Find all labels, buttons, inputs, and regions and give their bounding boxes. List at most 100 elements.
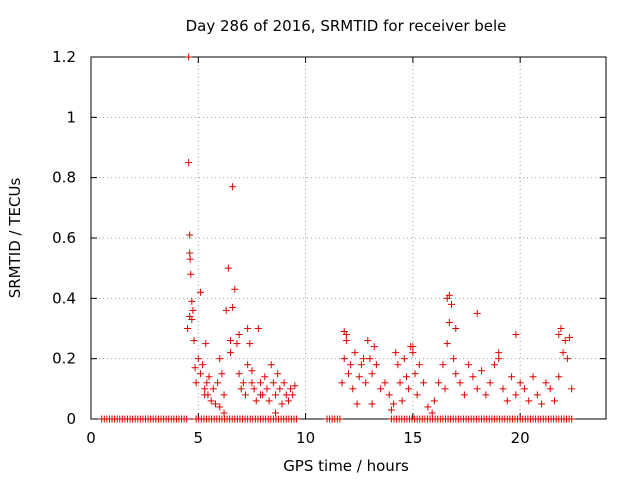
data-point bbox=[201, 391, 209, 399]
data-point bbox=[218, 370, 226, 378]
data-point bbox=[190, 337, 198, 345]
data-point bbox=[209, 385, 217, 393]
data-point bbox=[377, 385, 385, 393]
data-point bbox=[450, 355, 458, 363]
data-point bbox=[478, 367, 486, 375]
data-point bbox=[220, 409, 228, 417]
data-point bbox=[495, 355, 503, 363]
data-point bbox=[274, 370, 282, 378]
x-axis-label: GPS time / hours bbox=[283, 457, 409, 475]
data-point bbox=[448, 300, 455, 308]
data-point bbox=[287, 385, 295, 393]
data-point bbox=[568, 385, 576, 393]
data-point bbox=[338, 379, 346, 387]
data-point bbox=[372, 361, 380, 369]
data-point bbox=[289, 391, 297, 399]
data-point bbox=[351, 349, 359, 357]
data-point bbox=[413, 391, 421, 399]
data-point bbox=[185, 159, 193, 167]
x-tick-label: 10 bbox=[296, 429, 315, 447]
data-point bbox=[216, 403, 224, 411]
data-point bbox=[187, 270, 195, 278]
data-point bbox=[443, 340, 451, 348]
data-point bbox=[409, 349, 417, 357]
data-point bbox=[196, 288, 204, 296]
data-point bbox=[282, 391, 290, 399]
data-point bbox=[342, 337, 350, 345]
data-point bbox=[557, 325, 565, 332]
data-point bbox=[224, 264, 232, 272]
data-point bbox=[280, 379, 288, 387]
data-point bbox=[405, 385, 413, 393]
data-point bbox=[252, 397, 260, 405]
data-point bbox=[551, 397, 558, 405]
data-point bbox=[340, 355, 348, 363]
data-point bbox=[211, 400, 219, 408]
data-point bbox=[186, 231, 194, 239]
data-point bbox=[362, 379, 370, 387]
data-point bbox=[183, 415, 191, 423]
data-point bbox=[220, 391, 228, 399]
data-point bbox=[203, 379, 211, 387]
data-point bbox=[441, 385, 449, 393]
data-point bbox=[214, 379, 222, 387]
data-point bbox=[381, 379, 389, 387]
y-tick-label: 0.4 bbox=[52, 289, 76, 307]
data-point bbox=[257, 391, 265, 399]
data-point bbox=[516, 379, 524, 387]
data-point bbox=[189, 306, 197, 314]
data-point bbox=[368, 400, 376, 408]
data-point bbox=[520, 385, 528, 393]
data-point bbox=[192, 379, 200, 387]
data-point bbox=[272, 391, 280, 399]
data-point bbox=[396, 379, 404, 387]
data-point bbox=[248, 379, 256, 387]
data-point bbox=[291, 382, 299, 390]
data-point bbox=[186, 255, 194, 263]
data-point bbox=[355, 373, 363, 381]
grid-lines bbox=[91, 57, 606, 419]
data-point bbox=[456, 379, 464, 387]
data-point bbox=[226, 349, 234, 357]
data-point bbox=[284, 397, 292, 405]
data-point bbox=[353, 400, 361, 408]
data-point bbox=[201, 385, 209, 393]
data-point bbox=[231, 285, 239, 293]
data-point bbox=[566, 334, 574, 342]
data-point bbox=[272, 409, 280, 417]
data-point bbox=[542, 379, 550, 387]
data-point bbox=[402, 373, 410, 381]
data-point bbox=[246, 340, 254, 348]
data-point bbox=[415, 361, 423, 369]
data-point bbox=[460, 391, 468, 399]
data-point bbox=[360, 355, 368, 363]
data-point bbox=[538, 400, 546, 408]
data-point bbox=[216, 355, 224, 363]
data-point bbox=[512, 331, 520, 339]
y-tick-label: 0.6 bbox=[52, 229, 76, 247]
data-point bbox=[465, 361, 473, 369]
data-point bbox=[254, 325, 262, 332]
data-point bbox=[508, 373, 516, 381]
data-point bbox=[222, 306, 230, 314]
data-point bbox=[202, 340, 210, 348]
data-point bbox=[261, 373, 269, 381]
data-point bbox=[495, 349, 503, 357]
data-point bbox=[546, 385, 554, 393]
data-point bbox=[196, 370, 204, 378]
data-point bbox=[229, 303, 237, 311]
data-point bbox=[244, 325, 252, 332]
data-point bbox=[452, 370, 460, 378]
data-point bbox=[428, 409, 436, 417]
y-tick-label: 0.8 bbox=[52, 169, 76, 187]
data-point bbox=[533, 391, 541, 399]
y-axis-label: SRMTID / TECUs bbox=[6, 178, 24, 299]
data-point bbox=[503, 397, 511, 405]
chart-title: Day 286 of 2016, SRMTID for receiver bel… bbox=[186, 17, 507, 35]
data-point bbox=[293, 415, 301, 423]
data-point bbox=[398, 397, 406, 405]
data-point bbox=[443, 294, 451, 302]
data-point bbox=[336, 415, 344, 423]
data-point bbox=[191, 364, 199, 372]
data-point bbox=[473, 309, 481, 317]
